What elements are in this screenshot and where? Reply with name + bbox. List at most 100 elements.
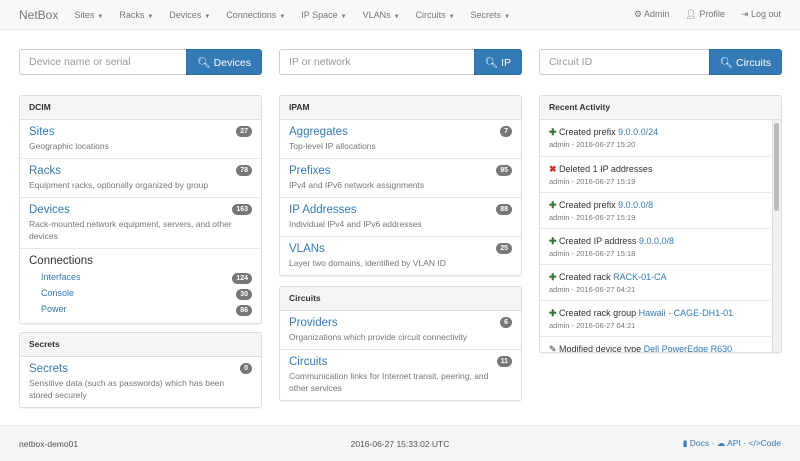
item-link[interactable]: Circuits: [289, 356, 328, 368]
activity-item: ✖ Deleted 1 IP addresses admin - 2016-06-…: [540, 156, 771, 192]
list-item: Sites Geographic locations 27: [20, 120, 261, 158]
connection-item: Power 86: [29, 301, 252, 317]
activity-action: Created prefix: [559, 127, 616, 137]
circuit-search-button[interactable]: 🔍︎ Circuits: [708, 49, 782, 75]
connection-link[interactable]: Console: [41, 288, 75, 298]
item-description: Sensitive data (such as passwords) which…: [29, 378, 225, 400]
activity-meta: admin - 2016-06-27 15:19: [549, 213, 636, 222]
activity-meta: admin - 2016-06-27 15:18: [549, 249, 636, 258]
device-search-button[interactable]: 🔍︎ Devices: [186, 49, 262, 75]
nav-menu-ip-space[interactable]: IP Space ▼: [301, 10, 346, 20]
column-dcim: 🔍︎ Devices DCIM Sites Geographic location…: [19, 49, 262, 408]
nav-menu-circuits[interactable]: Circuits ▼: [416, 10, 455, 20]
activity-message: ✚ Created rack RACK-01-CA: [549, 271, 762, 284]
search-icon: 🔍︎: [484, 56, 502, 69]
activity-object-link[interactable]: 9.0.0.0/24: [618, 127, 659, 137]
navbar: NetBox Sites ▼ Racks ▼ Devices ▼ Connections ▼ I…: [0, 0, 800, 30]
activity-object-link[interactable]: Dell PowerEdge R630: [643, 344, 733, 352]
docs-link[interactable]: ▮ Docs: [682, 438, 710, 448]
plus-icon: ✚: [549, 308, 560, 318]
activity-item: ✚ Created rack RACK-01-CA admin - 2016-06…: [540, 264, 771, 300]
activity-item: ✎ Modified device type Dell PowerEdge R6…: [540, 336, 771, 352]
connection-link[interactable]: Power: [41, 304, 67, 314]
item-link[interactable]: Prefixes: [289, 165, 331, 177]
item-description: Top-level IP allocations: [289, 141, 376, 151]
nav-menu-label: VLANs: [362, 9, 391, 20]
item-description: Rack-mounted network equipment, servers,…: [29, 219, 232, 241]
ip-search-input[interactable]: [279, 49, 474, 75]
server-time: 2016-06-27 15:33:02 UTC: [350, 438, 450, 449]
circuit-search-input[interactable]: [539, 49, 709, 75]
activity-list[interactable]: ✚ Created prefix 9.0.0.0/24 admin - 2016-…: [540, 120, 781, 352]
logout-link[interactable]: ⇥ Log out: [740, 9, 781, 19]
activity-meta: admin - 2016-06-27 04:21: [549, 285, 636, 294]
list-item: VLANs Layer two domains, identified by VL…: [280, 236, 521, 275]
activity-action: Modified device type: [559, 344, 642, 352]
activity-action: Created rack group: [559, 308, 637, 318]
activity-object-link[interactable]: RACK-01-CA: [613, 272, 667, 282]
nav-menu-devices[interactable]: Devices ▼: [169, 10, 210, 20]
profile-link[interactable]: 👤︎ Profile: [685, 9, 725, 19]
scrollbar-thumb[interactable]: [774, 123, 779, 211]
column-activity: 🔍︎ Circuits Recent Activity ✚ Created pr…: [539, 49, 782, 353]
device-search-input[interactable]: [19, 49, 187, 75]
activity-item: ✚ Created IP address 9.0.0.0/8 admin - 20…: [540, 228, 771, 264]
item-description: IPv4 and IPv6 network assignments: [289, 180, 425, 190]
logout-icon: ⇥: [740, 9, 751, 19]
caret-down-icon: ▼: [147, 13, 154, 20]
item-link[interactable]: Secrets: [29, 363, 68, 375]
nav-menu-vlans[interactable]: VLANs ▼: [363, 10, 400, 20]
activity-message: ✚ Created rack group Hawaii - CAGE-DH1-0…: [549, 307, 762, 320]
activity-object-link[interactable]: 9.0.0.0/8: [638, 236, 674, 246]
scrollbar[interactable]: [772, 120, 781, 352]
activity-message: ✎ Modified device type Dell PowerEdge R6…: [549, 343, 762, 352]
panel-heading: DCIM: [20, 96, 261, 120]
nav-menu-connections[interactable]: Connections ▼: [226, 10, 285, 20]
recent-activity-panel: Recent Activity ✚ Created prefix 9.0.0.0…: [539, 95, 782, 353]
item-link[interactable]: Racks: [29, 165, 61, 177]
activity-action: Created prefix: [559, 200, 616, 210]
item-link[interactable]: IP Addresses: [289, 204, 357, 216]
item-link[interactable]: Devices: [29, 204, 70, 216]
dcim-panel: DCIM Sites Geographic locations 27 Racks Equ…: [19, 95, 262, 324]
item-link[interactable]: Sites: [29, 126, 55, 138]
list-item: Prefixes IPv4 and IPv6 network assignment…: [280, 158, 521, 197]
gear-icon: ⚙: [633, 9, 644, 19]
count-badge: 86: [236, 305, 252, 316]
count-badge: 0: [240, 363, 252, 374]
circuits-panel: Circuits Providers Organizations which pr…: [279, 286, 522, 401]
item-link[interactable]: Providers: [289, 317, 338, 329]
nav-menu-label: Circuits: [415, 9, 446, 20]
count-badge: 124: [232, 273, 252, 284]
nav-menu-racks[interactable]: Racks ▼: [119, 10, 153, 20]
nav-menu-label: Connections: [226, 9, 277, 20]
panel-heading: Circuits: [280, 287, 521, 311]
nav-menu-label: Racks: [119, 9, 145, 20]
count-badge: 78: [236, 165, 252, 176]
item-link[interactable]: VLANs: [289, 243, 325, 255]
nav-menu-label: Secrets: [470, 9, 502, 20]
count-badge: 30: [236, 289, 252, 300]
activity-message: ✚ Created prefix 9.0.0.0/8: [549, 199, 762, 212]
activity-object-link[interactable]: 9.0.0.0/8: [618, 200, 654, 210]
nav-menu-sites[interactable]: Sites ▼: [74, 10, 103, 20]
list-item: Racks Equipment racks, optionally organiz…: [20, 158, 261, 197]
ip-search-button[interactable]: 🔍︎ IP: [473, 49, 522, 75]
list-item: Circuits Communication links for Internet…: [280, 349, 521, 400]
api-link[interactable]: ☁ API: [716, 438, 741, 448]
caret-down-icon: ▼: [340, 13, 347, 20]
plus-icon: ✚: [549, 236, 560, 246]
item-link[interactable]: Aggregates: [289, 126, 348, 138]
activity-object-link[interactable]: Hawaii - CAGE-DH1-01: [638, 308, 734, 318]
search-icon: 🔍︎: [719, 56, 736, 69]
brand-logo[interactable]: NetBox: [19, 7, 59, 22]
activity-item: ✚ Created prefix 9.0.0.0/8 admin - 2016-0…: [540, 192, 771, 228]
nav-menu-label: IP Space: [301, 9, 338, 20]
connection-link[interactable]: Interfaces: [41, 272, 81, 282]
nav-menu-secrets[interactable]: Secrets ▼: [471, 10, 510, 20]
count-badge: 95: [496, 165, 512, 176]
activity-action: Deleted 1 IP addresses: [559, 164, 653, 174]
code-link[interactable]: </>Code: [748, 438, 781, 448]
caret-down-icon: ▼: [97, 13, 104, 20]
admin-link[interactable]: ⚙ Admin: [633, 9, 670, 19]
